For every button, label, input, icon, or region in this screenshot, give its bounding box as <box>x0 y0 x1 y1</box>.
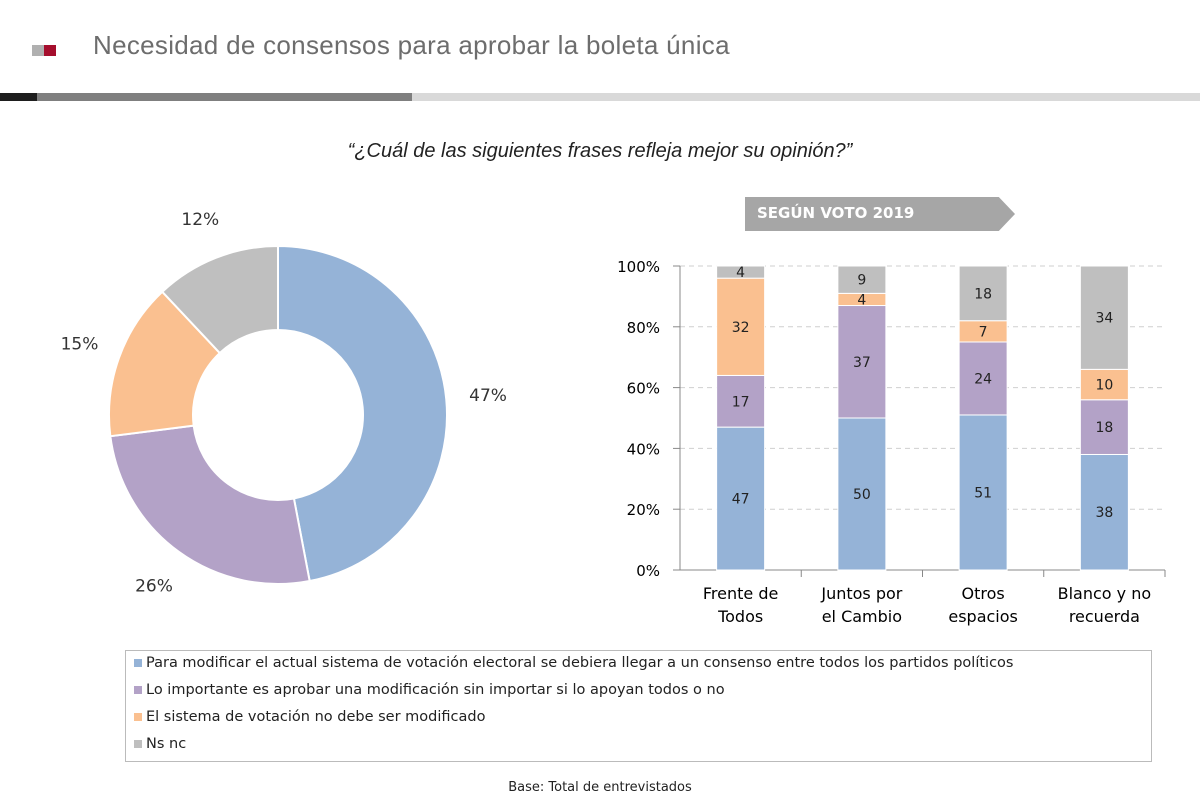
bar-data-label: 4 <box>736 265 745 281</box>
bar-data-label: 17 <box>732 394 750 410</box>
y-tick-label: 20% <box>627 501 660 519</box>
legend-swatch <box>134 659 142 667</box>
x-category-label: Frente de <box>703 584 778 603</box>
y-tick-label: 60% <box>627 380 660 398</box>
bar-data-label: 32 <box>732 320 750 336</box>
bar-data-label: 7 <box>979 324 988 340</box>
donut-label: 26% <box>135 577 173 597</box>
bar-data-label: 4 <box>857 292 866 308</box>
bar-segment <box>837 305 887 419</box>
bar-segment <box>1079 265 1129 370</box>
donut-label: 12% <box>181 210 219 230</box>
banner-label: SEGÚN VOTO 2019 <box>757 204 915 222</box>
x-category-label: Todos <box>717 607 763 626</box>
bar-segment <box>716 265 766 279</box>
x-category-label: Juntos por <box>820 584 902 603</box>
bar-data-label: 50 <box>853 487 871 503</box>
bar-data-label: 37 <box>853 355 871 371</box>
legend-item-no-modificar: El sistema de votación no debe ser modif… <box>134 709 485 725</box>
bar-data-label: 10 <box>1095 378 1113 394</box>
legend: Para modificar el actual sistema de vota… <box>125 650 1152 762</box>
bar-data-label: 9 <box>857 273 866 289</box>
y-tick-label: 80% <box>627 319 660 337</box>
bar-segment <box>716 426 766 571</box>
donut-chart: 47% 26% 15% 12% <box>61 210 507 597</box>
bar-data-label: 38 <box>1095 505 1113 521</box>
header-rule-mid <box>37 93 412 101</box>
bar-data-label: 18 <box>1095 420 1113 436</box>
bar-segment <box>958 341 1008 416</box>
bar-segment <box>1079 453 1129 571</box>
legend-swatch <box>134 686 142 694</box>
x-category-label: espacios <box>948 607 1018 626</box>
x-category-label: recuerda <box>1069 607 1140 626</box>
x-category-label: Blanco y no <box>1058 584 1152 603</box>
donut-label: 15% <box>61 335 99 355</box>
legend-swatch <box>134 740 142 748</box>
y-tick-label: 40% <box>627 440 660 458</box>
bar-data-label: 24 <box>974 371 992 387</box>
legend-label: Para modificar el actual sistema de vota… <box>146 655 1014 671</box>
legend-item-aprobar: Lo importante es aprobar una modificació… <box>134 682 725 698</box>
x-category-label: el Cambio <box>822 607 902 626</box>
bar-segment <box>716 277 766 376</box>
legend-swatch <box>134 713 142 721</box>
x-category-label: Otros <box>962 584 1005 603</box>
header-rule-dark <box>0 93 37 101</box>
legend-label: Ns nc <box>146 736 187 752</box>
survey-question: “¿Cuál de las siguientes frases refleja … <box>347 140 853 162</box>
footer-note: Base: Total de entrevistados <box>508 780 692 795</box>
bar-segment <box>958 265 1008 322</box>
bar-data-label: 34 <box>1095 311 1113 327</box>
legend-item-nsnc: Ns nc <box>134 736 186 752</box>
brand-logo <box>32 45 44 56</box>
legend-label: El sistema de votación no debe ser modif… <box>146 709 486 725</box>
bar-data-label: 51 <box>974 485 992 501</box>
legend-item-consenso: Para modificar el actual sistema de vota… <box>134 655 1013 671</box>
segment-banner: SEGÚN VOTO 2019 <box>745 197 1015 231</box>
header-rule-light <box>412 93 1200 101</box>
donut-slice <box>277 244 449 583</box>
bar-data-label: 18 <box>974 286 992 302</box>
donut-slice <box>160 244 279 355</box>
bar-data-label: 47 <box>732 492 750 508</box>
bar-segment <box>958 414 1008 571</box>
donut-slice <box>109 424 311 585</box>
bar-segment <box>837 265 887 294</box>
legend-label: Lo importante es aprobar una modificació… <box>146 682 725 698</box>
y-tick-label: 100% <box>617 258 660 276</box>
bar-segment <box>837 417 887 571</box>
brand-logo-accent <box>44 45 56 56</box>
page-title: Necesidad de consensos para aprobar la b… <box>93 30 730 60</box>
donut-label: 47% <box>469 386 507 406</box>
y-tick-label: 0% <box>636 562 660 580</box>
bar-segment <box>716 374 766 428</box>
